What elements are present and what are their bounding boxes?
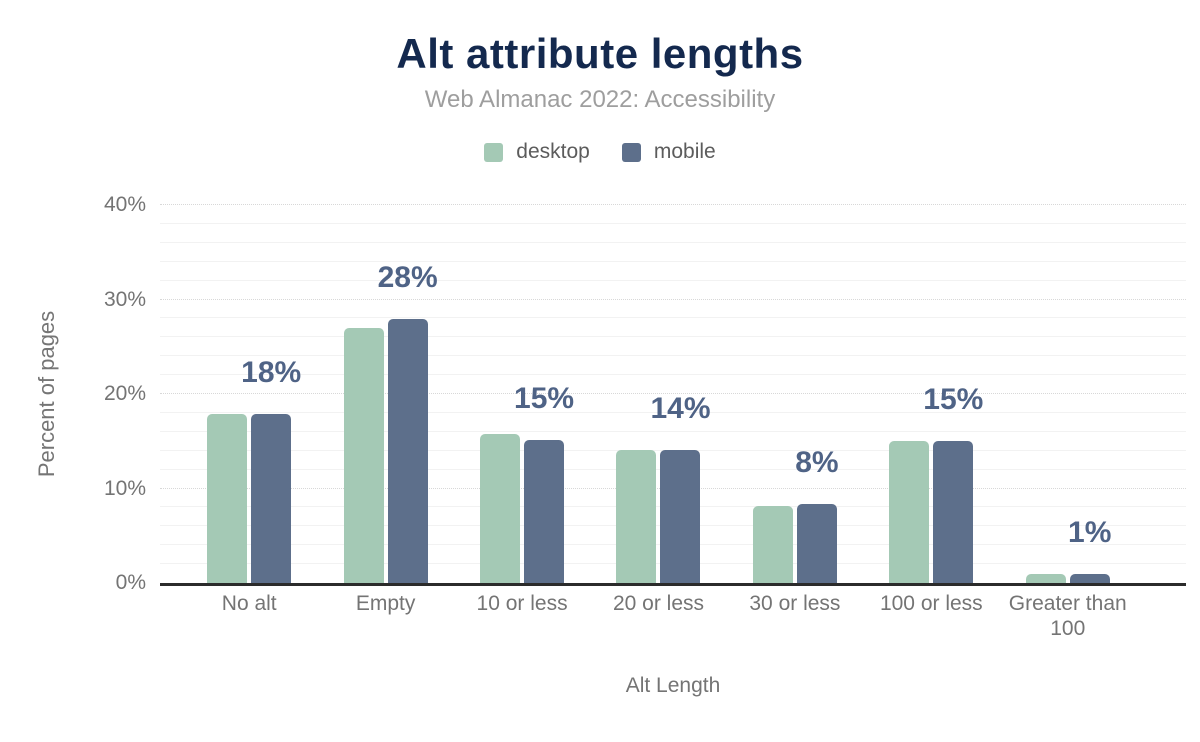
bar-desktop — [480, 433, 521, 583]
gridline-minor — [160, 355, 1186, 357]
legend: desktop mobile — [0, 140, 1200, 164]
legend-item-desktop: desktop — [484, 140, 590, 164]
gridline-minor — [160, 336, 1186, 338]
x-tick-label: No alt — [221, 592, 277, 615]
bar-value-label: 15% — [923, 383, 984, 417]
x-tick-label: Greater than 100 — [1008, 592, 1127, 640]
y-tick-label: 40% — [103, 193, 146, 216]
x-tick-label: Empty — [355, 592, 416, 615]
bar-group: 15% — [454, 205, 590, 583]
bar-value-label: 28% — [377, 261, 438, 295]
x-axis-ticks: No alt Empty 10 or less 20 or less 30 or les… — [181, 591, 1136, 641]
gridline-minor — [160, 374, 1186, 376]
x-tick-label: 30 or less — [749, 592, 841, 615]
bar-mobile — [387, 319, 428, 583]
bar-group: 1% — [1000, 205, 1136, 583]
gridline-minor — [160, 222, 1186, 224]
bar-mobile — [796, 503, 837, 583]
bar-group: 18% — [181, 205, 317, 583]
y-tick-label: 20% — [103, 382, 146, 405]
legend-label: desktop — [516, 140, 590, 163]
x-tick-label: 100 or less — [879, 592, 983, 615]
legend-swatch-desktop — [484, 142, 504, 162]
bar-desktop — [1025, 573, 1066, 583]
chart-title: Alt attribute lengths — [396, 30, 804, 77]
bar-value-label: 14% — [650, 391, 711, 425]
bar-desktop — [752, 505, 793, 583]
gridline-minor — [160, 317, 1186, 319]
x-tick-label: 10 or less — [476, 592, 568, 615]
legend-swatch-mobile — [621, 142, 641, 162]
bar-value-label: 1% — [1068, 515, 1112, 549]
bar-group: 28% — [317, 205, 453, 583]
bar-groups: 18% 28% 15% 14% 8% 15% 1% — [181, 205, 1136, 583]
bar-mobile — [524, 440, 565, 583]
gridline-minor — [160, 260, 1186, 262]
gridline-major — [160, 204, 1186, 205]
x-tick-label: 20 or less — [612, 592, 704, 615]
bar-desktop — [616, 449, 657, 583]
bar-desktop — [889, 441, 930, 583]
bar-group: 15% — [863, 205, 999, 583]
gridline-major — [160, 393, 1186, 394]
y-tick-label: 30% — [103, 287, 146, 311]
bar-value-label: 18% — [241, 355, 302, 389]
plot-area: 18% 28% 15% 14% 8% 15% 1% — [160, 204, 1186, 586]
bar-desktop — [343, 327, 384, 583]
bar-mobile — [251, 413, 292, 583]
gridline-major — [160, 298, 1186, 300]
x-axis-title: Alt Length — [625, 674, 721, 697]
legend-item-mobile: mobile — [621, 140, 716, 164]
gridline-minor — [160, 241, 1186, 243]
gridline-minor — [160, 279, 1186, 281]
y-axis-ticks: 0% 10% 20% 30% 40% — [0, 194, 146, 594]
y-tick-label: 0% — [115, 571, 146, 594]
bar-mobile — [933, 441, 974, 583]
bar-mobile — [660, 449, 701, 583]
bar-group: 14% — [590, 205, 726, 583]
chart-subtitle: Web Almanac 2022: Accessibility — [424, 86, 776, 113]
bar-group: 8% — [727, 205, 863, 583]
bar-mobile — [1069, 573, 1110, 583]
bar-value-label: 15% — [514, 382, 575, 416]
y-tick-label: 10% — [103, 476, 146, 500]
gridline-minor — [160, 411, 1186, 413]
legend-label: mobile — [653, 140, 716, 163]
bar-value-label: 8% — [795, 445, 839, 479]
bar-desktop — [207, 413, 248, 583]
gridline-minor — [160, 430, 1186, 432]
